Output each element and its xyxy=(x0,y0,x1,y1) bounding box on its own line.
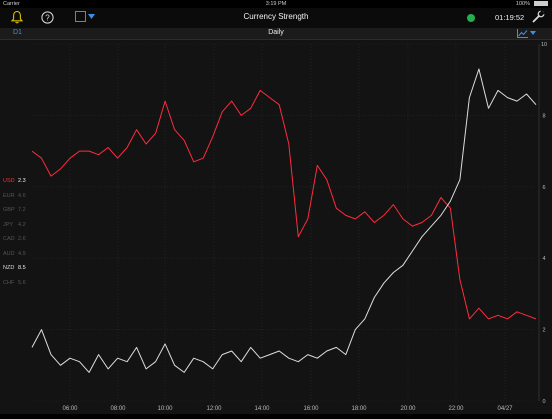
chevron-down-icon[interactable] xyxy=(88,14,95,19)
settings-wrench-icon[interactable] xyxy=(532,10,545,23)
legend-currency: GBP xyxy=(3,207,15,213)
x-tick-label: 10:00 xyxy=(157,406,173,412)
legend-value: 5.6 xyxy=(18,279,26,286)
legend-item-nzd[interactable]: NZD 8.5 xyxy=(3,261,26,276)
legend-item-cad[interactable]: CAD 2.6 xyxy=(3,232,26,247)
legend-currency: CHF xyxy=(3,279,15,286)
layout-button[interactable] xyxy=(75,11,86,22)
clock: 3:19 PM xyxy=(265,1,287,7)
legend-value: 2.6 xyxy=(18,236,26,242)
legend-item-jpy[interactable]: JPY 4.2 xyxy=(3,218,26,233)
legend-currency: EUR xyxy=(3,192,15,199)
chart-canvas: 06:00 08:00 10:00 12:00 14:00 16:00 18:00 20:00… xyxy=(31,42,547,412)
x-tick-label: 06:00 xyxy=(62,406,78,412)
y-tick-label: 0 xyxy=(542,399,545,405)
carrier-label: Carrier xyxy=(3,1,20,7)
x-tick-label: 14:00 xyxy=(254,406,270,412)
timeframe-button[interactable]: D1 xyxy=(13,29,22,36)
legend-item-aud[interactable]: AUD 4.9 xyxy=(3,247,26,262)
x-tick-label: 12:00 xyxy=(206,406,222,412)
y-tick-label: 2 xyxy=(542,328,545,334)
series-line-nzd xyxy=(31,68,537,373)
legend-value: 4.9 xyxy=(18,250,26,257)
y-tick-label: 10 xyxy=(541,42,547,48)
legend-value: 4.6 xyxy=(18,192,26,199)
legend-currency: AUD xyxy=(3,250,15,257)
legend-value: 7.2 xyxy=(18,207,26,213)
currency-legend: USD 2.3 EUR 4.6 GBP 7.2 JPY 4.2 CAD 2.6 AUD 4.9 NZD 8… xyxy=(3,174,26,290)
bell-icon[interactable] xyxy=(11,10,23,24)
legend-item-gbp[interactable]: GBP 7.2 xyxy=(3,203,26,218)
legend-currency: CAD xyxy=(3,236,15,242)
legend-currency: USD xyxy=(3,178,15,184)
series-line-usd xyxy=(31,89,537,320)
legend-value: 2.3 xyxy=(18,178,26,184)
legend-currency: JPY xyxy=(3,221,14,228)
chevron-down-icon[interactable] xyxy=(530,31,536,35)
x-tick-label: 22:00 xyxy=(448,406,464,412)
legend-item-usd[interactable]: USD 2.3 xyxy=(3,174,26,189)
strength-chart[interactable]: 06:00 08:00 10:00 12:00 14:00 16:00 18:00 20:00… xyxy=(0,40,552,414)
status-bar: Carrier 3:19 PM 100% xyxy=(0,0,552,8)
y-tick-label: 8 xyxy=(542,113,545,119)
legend-currency: NZD xyxy=(3,265,15,271)
x-tick-label: 18:00 xyxy=(351,406,367,412)
chart-type-icon[interactable] xyxy=(517,29,528,38)
battery-icon xyxy=(534,1,548,6)
battery-percent: 100% xyxy=(515,1,530,7)
y-tick-label: 6 xyxy=(542,185,545,191)
x-tick-label: 20:00 xyxy=(400,406,416,412)
period-title: Daily xyxy=(268,29,284,36)
legend-value: 4.2 xyxy=(18,221,26,228)
legend-item-chf[interactable]: CHF 5.6 xyxy=(3,276,26,291)
y-tick-label: 4 xyxy=(542,256,545,262)
legend-item-eur[interactable]: EUR 4.6 xyxy=(3,189,26,204)
help-icon[interactable]: ? xyxy=(41,11,54,24)
x-tick-label: 16:00 xyxy=(303,406,319,412)
connection-status-dot xyxy=(467,14,475,22)
countdown-timer: 01:19:52 xyxy=(495,13,525,22)
toolbar: ? Currency Strength 01:19:52 xyxy=(0,8,552,28)
x-tick-label: 08:00 xyxy=(110,406,126,412)
app-title: Currency Strength xyxy=(243,12,309,21)
svg-text:?: ? xyxy=(45,13,50,22)
subheader: D1 Daily xyxy=(0,28,552,40)
legend-value: 8.5 xyxy=(18,265,26,271)
x-tick-label: 04/27 xyxy=(497,406,513,412)
